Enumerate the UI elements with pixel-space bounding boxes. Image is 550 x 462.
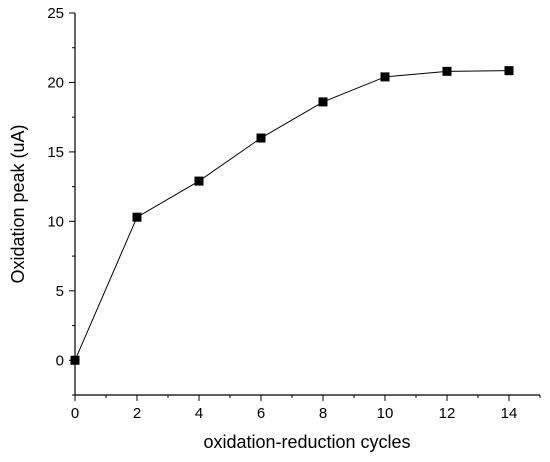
x-tick-label-1: 2 xyxy=(133,405,141,422)
series-line-0 xyxy=(74,70,510,361)
y-tick-label-4: 20 xyxy=(47,74,64,91)
x-axis-ticks: 0 2 4 6 8 10 12 14 xyxy=(71,395,541,422)
data-point-4 xyxy=(318,97,328,107)
series-group xyxy=(70,66,514,365)
x-tick-label-0: 0 xyxy=(71,405,79,422)
data-point-6 xyxy=(442,66,452,76)
x-tick-label-6: 12 xyxy=(439,405,456,422)
data-point-5 xyxy=(380,72,390,82)
data-point-2 xyxy=(194,176,204,186)
y-tick-label-5: 25 xyxy=(47,5,64,22)
x-tick-label-5: 10 xyxy=(377,405,394,422)
data-point-3 xyxy=(256,133,266,143)
y-axis-title: Oxidation peak (uA) xyxy=(8,124,28,283)
y-tick-label-1: 5 xyxy=(56,283,64,300)
data-point-0 xyxy=(70,355,80,365)
y-tick-label-3: 15 xyxy=(47,144,64,161)
x-tick-label-3: 6 xyxy=(257,405,265,422)
y-axis-ticks: 0 5 10 15 20 25 xyxy=(47,5,75,396)
data-point-7 xyxy=(504,66,514,76)
x-tick-label-2: 4 xyxy=(195,405,203,422)
y-tick-label-0: 0 xyxy=(56,352,64,369)
x-axis-title: oxidation-reduction cycles xyxy=(203,432,410,452)
data-point-1 xyxy=(132,212,142,222)
x-tick-label-4: 8 xyxy=(319,405,327,422)
x-tick-label-7: 14 xyxy=(501,405,518,422)
y-tick-label-2: 10 xyxy=(47,213,64,230)
axes xyxy=(74,13,540,396)
